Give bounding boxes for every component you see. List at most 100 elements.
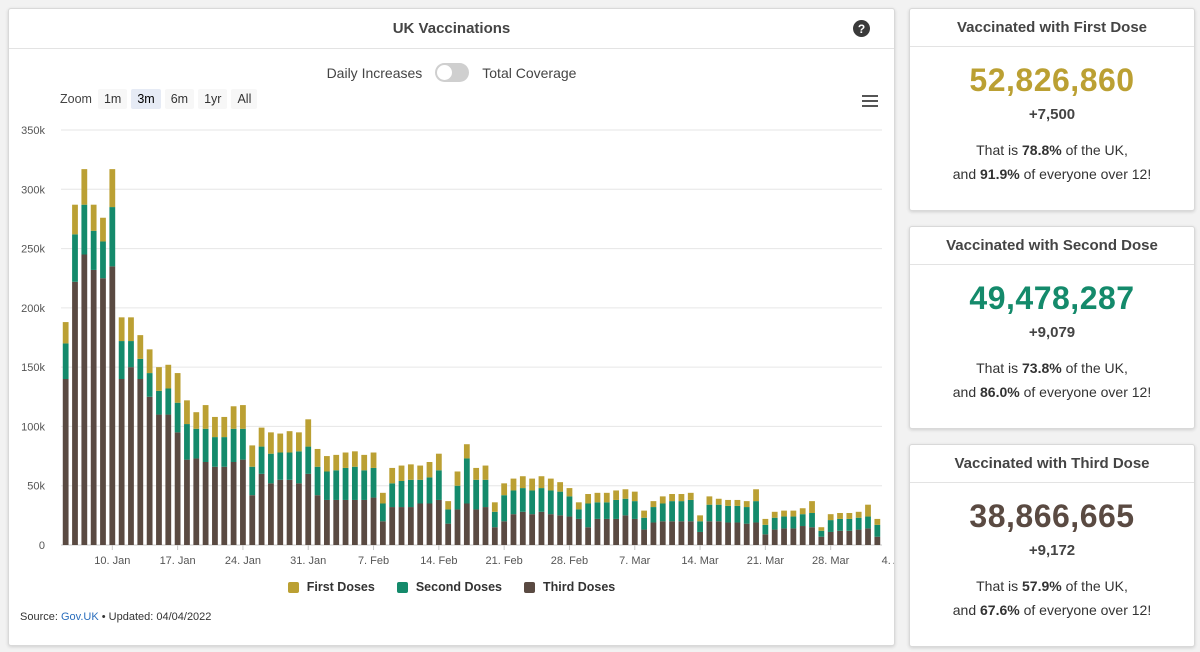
bar-second-doses — [417, 479, 424, 504]
bar-second-doses — [342, 467, 349, 500]
bar-third-doses — [473, 509, 480, 545]
toggle-label-total[interactable]: Total Coverage — [482, 64, 577, 81]
bar-second-doses — [809, 512, 815, 528]
bar-second-doses — [799, 514, 806, 527]
bar-second-doses — [743, 507, 750, 524]
bar-first-doses — [846, 512, 853, 519]
third-dose-title: Vaccinated with Third Dose — [910, 445, 1194, 483]
bar-first-doses — [202, 405, 209, 429]
legend-swatch-third — [523, 581, 535, 593]
bar-first-doses — [286, 431, 293, 453]
zoom-6m-button[interactable]: 6m — [164, 89, 195, 109]
bar-first-doses — [725, 499, 731, 506]
bar-third-doses — [519, 511, 526, 545]
zoom-3m-button[interactable]: 3m — [131, 89, 161, 109]
x-tick-label: 14. Feb — [420, 555, 457, 567]
legend-third-doses[interactable]: Third Doses — [523, 580, 615, 594]
bar-second-doses — [687, 499, 694, 522]
bar-first-doses — [753, 489, 759, 502]
bar-second-doses — [351, 466, 358, 500]
zoom-all-button[interactable]: All — [231, 89, 258, 109]
view-switch[interactable] — [435, 63, 470, 82]
third-dose-pct-uk: 57.9% — [1022, 578, 1062, 594]
zoom-label: Zoom — [60, 92, 92, 106]
bar-third-doses — [258, 473, 265, 545]
bar-third-doses — [575, 518, 582, 545]
third-dose-card: Vaccinated with Third Dose 38,866,665 +9… — [909, 444, 1195, 647]
y-tick-label: 200k — [21, 303, 45, 315]
bar-third-doses — [165, 414, 172, 545]
bar-first-doses — [557, 482, 564, 492]
vaccinations-chart-card: UK Vaccinations ? Daily Increases Total … — [8, 8, 895, 646]
x-tick-label: 17. Jan — [160, 555, 196, 567]
bar-second-doses — [81, 204, 88, 255]
bar-first-doses — [454, 471, 461, 486]
y-tick-label: 350k — [21, 125, 45, 137]
bar-first-doses — [566, 488, 573, 497]
bar-second-doses — [62, 343, 69, 379]
hamburger-menu-icon[interactable] — [862, 95, 878, 110]
bar-third-doses — [641, 529, 647, 545]
bar-third-doses — [286, 479, 293, 545]
bar-first-doses — [734, 499, 741, 506]
bar-second-doses — [846, 518, 853, 531]
bar-first-doses — [258, 427, 265, 447]
vaccinations-bar-chart: 0 50k 100k 150k 200k 250k 300k 350k 10. Jan 17. J… — [21, 125, 894, 567]
bar-first-doses — [585, 494, 592, 504]
help-icon[interactable]: ? — [853, 20, 870, 37]
first-dose-text: That is 78.8% of the UK, and 91.9% of ev… — [910, 138, 1194, 186]
bar-second-doses — [193, 428, 200, 459]
legend-label-second: Second Doses — [415, 580, 502, 594]
source-link[interactable]: Gov.UK — [60, 611, 99, 623]
toggle-label-daily[interactable]: Daily Increases — [326, 64, 423, 81]
bar-first-doses — [212, 416, 218, 438]
x-tick-label: 21. Feb — [485, 555, 522, 567]
bar-third-doses — [659, 521, 666, 545]
bar-third-doses — [538, 511, 545, 545]
bar-first-doses — [277, 433, 284, 453]
zoom-controls: Zoom 1m 3m 6m 1yr All — [60, 89, 258, 109]
bar-second-doses — [277, 452, 284, 480]
bar-second-doses — [510, 490, 517, 515]
bar-third-doses — [622, 515, 629, 545]
bar-first-doses — [323, 456, 330, 472]
legend-swatch-first — [287, 581, 299, 593]
legend-second-doses[interactable]: Second Doses — [396, 580, 502, 594]
bar-first-doses — [445, 501, 452, 510]
bar-first-doses — [389, 467, 396, 484]
bar-third-doses — [277, 479, 284, 545]
bar-third-doses — [827, 531, 834, 545]
bar-second-doses — [286, 452, 293, 480]
legend-first-doses[interactable]: First Doses — [287, 580, 375, 594]
bar-third-doses — [146, 396, 153, 545]
bar-first-doses — [240, 405, 246, 429]
bar-third-doses — [389, 507, 396, 545]
bar-second-doses — [473, 479, 480, 510]
bar-second-doses — [314, 466, 321, 496]
second-dose-pct-over12: 86.0% — [980, 384, 1020, 400]
bar-third-doses — [678, 521, 685, 545]
y-tick-label: 250k — [21, 244, 45, 256]
bar-first-doses — [781, 510, 787, 517]
bar-second-doses — [268, 453, 274, 484]
first-dose-card: Vaccinated with First Dose 52,826,860 +7… — [909, 8, 1195, 211]
bar-first-doses — [342, 452, 349, 468]
third-dose-text2-prefix: and — [952, 602, 977, 618]
bar-third-doses — [454, 509, 461, 545]
zoom-1yr-button[interactable]: 1yr — [198, 89, 228, 109]
bar-second-doses — [184, 424, 190, 460]
bar-first-doses — [575, 502, 582, 510]
bar-third-doses — [715, 521, 722, 545]
bar-first-doses — [379, 492, 386, 504]
bar-second-doses — [109, 207, 116, 267]
bar-third-doses — [529, 514, 536, 545]
bar-first-doses — [771, 511, 778, 518]
bar-first-doses — [678, 494, 685, 502]
zoom-1m-button[interactable]: 1m — [97, 89, 128, 109]
bar-first-doses — [855, 511, 862, 518]
bar-first-doses — [333, 454, 340, 471]
bar-second-doses — [128, 341, 134, 368]
x-tick-label: 14. Mar — [681, 555, 719, 567]
bar-third-doses — [743, 523, 750, 545]
bar-first-doses — [622, 489, 629, 499]
